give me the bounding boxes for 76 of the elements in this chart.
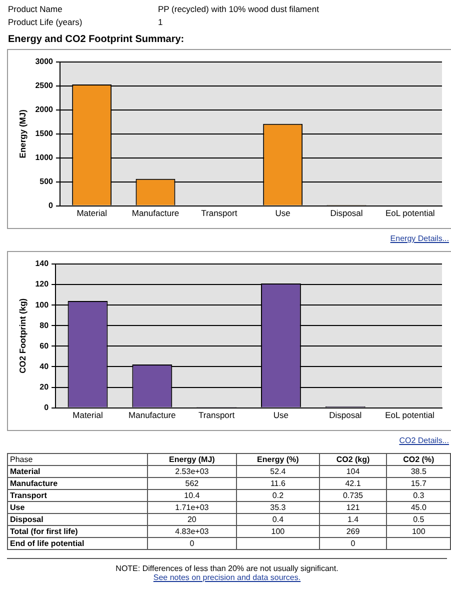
data-label: 0 <box>147 538 237 550</box>
text: PP (recycled) with 10% wood dust filament <box>158 4 320 14</box>
data-label: 1.4 <box>319 514 387 526</box>
y-tick-label: 0 <box>44 403 50 412</box>
data-label: 0 <box>319 538 387 550</box>
data-label: 100 <box>386 526 450 538</box>
x-tick-label: Transport <box>201 208 238 218</box>
x-tick-label: Disposal <box>329 410 362 420</box>
x-tick-label: Disposal <box>330 208 363 218</box>
y-axis-title: CO2 Footprint (kg) <box>17 298 28 374</box>
x-tick-label: Transport <box>198 410 236 420</box>
data-label: 2.53e+03 <box>147 466 237 478</box>
data-label: 35.3 <box>236 502 320 514</box>
y-tick-label: 3000 <box>35 57 54 66</box>
data-label: 15.7 <box>386 478 450 490</box>
category-label: Total (for first life) <box>8 526 148 538</box>
category-label: Manufacture <box>8 478 148 490</box>
x-tick-label: Use <box>275 208 291 218</box>
chart-title: Energy and CO2 Footprint Summary: <box>7 33 186 47</box>
data-label: 562 <box>147 478 237 490</box>
y-tick-label: 2500 <box>35 81 54 90</box>
text: CO2 Details... <box>398 435 450 447</box>
data-label: 121 <box>319 502 387 514</box>
text: 1 <box>158 17 164 27</box>
data-label: 0.2 <box>236 490 320 502</box>
x-tick-label: Use <box>273 410 289 420</box>
text: Energy (MJ) <box>147 454 237 466</box>
data-label: 42.1 <box>319 478 387 490</box>
data-label: 52.4 <box>236 466 320 478</box>
category-label: Disposal <box>8 514 148 526</box>
text: NOTE: Differences of less than 20% are not usually significant. <box>114 564 340 573</box>
data-label: 45.0 <box>386 502 450 514</box>
category-label: Use <box>8 502 148 514</box>
category-label: Material <box>8 466 148 478</box>
y-tick-label: 20 <box>40 382 50 392</box>
y-tick-label: 80 <box>40 320 50 330</box>
y-tick-label: 500 <box>40 177 54 186</box>
text: Phase <box>8 454 148 466</box>
text: Energy Details... <box>389 233 450 245</box>
y-tick-label: 120 <box>35 280 50 289</box>
data-label: 20 <box>147 514 237 526</box>
y-axis-title: Energy (MJ) <box>17 109 28 158</box>
y-tick-label: 60 <box>40 341 50 350</box>
y-tick-label: 100 <box>35 300 50 310</box>
data-label: 11.6 <box>236 478 320 490</box>
text: Energy (%) <box>236 454 320 466</box>
text: CO2 (kg) <box>319 454 387 466</box>
x-tick-label: EoL potential <box>386 208 435 218</box>
data-label: 4.83e+03 <box>147 526 237 538</box>
y-tick-label: 2000 <box>35 105 54 114</box>
text: Product Name <box>8 4 64 14</box>
y-tick-label: 140 <box>35 259 50 268</box>
data-label: 1.71e+03 <box>147 502 237 514</box>
y-tick-label: 1000 <box>35 153 54 162</box>
data-label: 0.4 <box>236 514 320 526</box>
data-label: 0.5 <box>386 514 450 526</box>
x-tick-label: Material <box>72 410 103 420</box>
data-label: 100 <box>236 526 320 538</box>
x-tick-label: Manufacture <box>128 410 176 420</box>
data-label: 0.3 <box>386 490 450 502</box>
y-tick-label: 40 <box>40 362 50 371</box>
x-tick-label: Material <box>76 208 108 218</box>
y-tick-label: 0 <box>48 201 54 210</box>
x-tick-label: Manufacture <box>132 208 180 218</box>
data-label: 269 <box>319 526 387 538</box>
category-label: End of life potential <box>8 538 148 550</box>
y-tick-label: 1500 <box>35 129 54 138</box>
text: Product Life (years) <box>8 17 84 27</box>
data-label: 38.5 <box>386 466 450 478</box>
text: CO2 (%) <box>386 454 450 466</box>
data-label: 104 <box>319 466 387 478</box>
data-label: 0.735 <box>319 490 387 502</box>
x-tick-label: EoL potential <box>385 410 435 420</box>
text: See notes on precision and data sources. <box>152 573 302 582</box>
data-label: 10.4 <box>147 490 237 502</box>
category-label: Transport <box>8 490 148 502</box>
